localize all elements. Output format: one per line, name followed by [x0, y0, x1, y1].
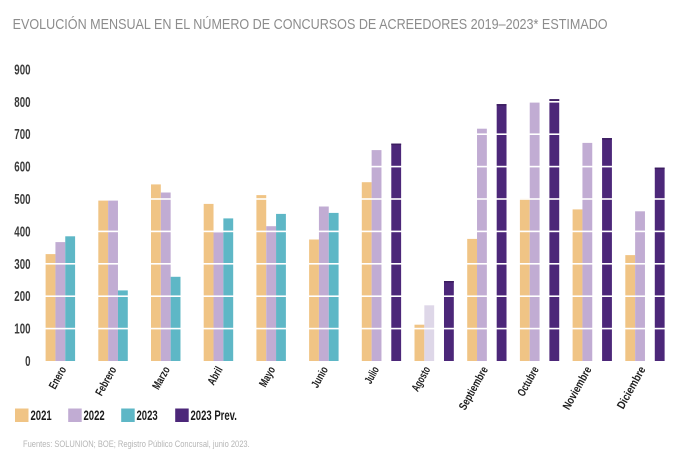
svg-text:800: 800: [14, 94, 30, 110]
svg-text:2023 Prev.: 2023 Prev.: [191, 407, 237, 423]
svg-text:Fuentes: SOLUNION; BOE; Regist: Fuentes: SOLUNION; BOE; Registro Público…: [23, 438, 250, 449]
svg-text:700: 700: [14, 126, 30, 142]
svg-text:300: 300: [14, 256, 30, 272]
svg-text:0: 0: [25, 353, 31, 369]
svg-text:200: 200: [14, 288, 30, 304]
svg-text:500: 500: [14, 191, 30, 207]
svg-text:900: 900: [14, 61, 30, 77]
svg-text:100: 100: [14, 321, 30, 337]
svg-text:2021: 2021: [31, 407, 52, 423]
svg-text:EVOLUCIÓN MENSUAL EN EL NÚMERO: EVOLUCIÓN MENSUAL EN EL NÚMERO DE CONCUR…: [13, 16, 608, 33]
svg-text:2022: 2022: [84, 407, 105, 423]
svg-text:2023: 2023: [137, 407, 158, 423]
svg-text:600: 600: [14, 159, 30, 175]
svg-text:400: 400: [14, 223, 30, 239]
